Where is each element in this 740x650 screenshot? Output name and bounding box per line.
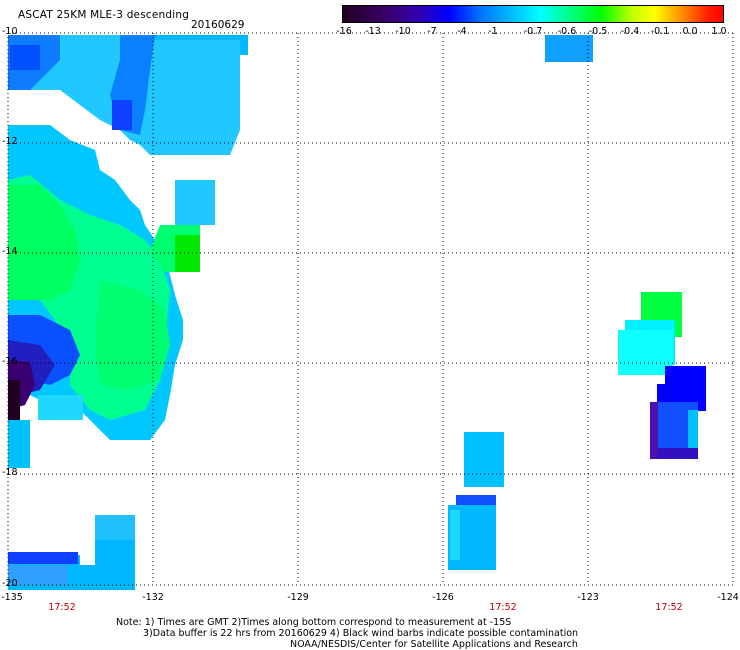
lon-label-126: -126 [432, 592, 454, 603]
colorbar-label-8: -0.5 [588, 26, 608, 37]
note-line-1: Note: 1) Times are GMT 2)Times along bot… [116, 617, 512, 628]
colorbar-label-1: -13 [365, 26, 381, 37]
note-line-2: 3)Data buffer is 22 hrs from 20160629 4)… [143, 628, 579, 639]
time-label-east: 17:52 [655, 602, 683, 613]
swath-central [448, 432, 504, 570]
colorbar-label-9: -0.4 [620, 26, 640, 37]
swath-top [545, 35, 593, 62]
lon-label-132: -132 [142, 592, 164, 603]
lat-label-10: -10 [2, 26, 18, 37]
time-label-west: 17:52 [48, 602, 76, 613]
colorbar-label-7: -0.6 [557, 26, 577, 37]
lat-label-12: -12 [2, 136, 18, 147]
swath-east [618, 292, 706, 459]
lat-label-16: -16 [2, 356, 18, 367]
colorbar-label-3: -7 [427, 26, 437, 37]
time-label-central: 17:52 [489, 602, 517, 613]
lon-label-135: -135 [1, 592, 23, 603]
colorbar-label-5: -1 [488, 26, 498, 37]
colorbar-label-4: -4 [457, 26, 467, 37]
colorbar-label-6: -0.7 [523, 26, 543, 37]
lon-gridlines [7, 33, 734, 585]
note-line-3: NOAA/NESDIS/Center for Satellite Applica… [290, 639, 578, 650]
colorbar [342, 5, 724, 23]
lat-label-14: -14 [2, 246, 18, 257]
colorbar-label-12: 1.0 [711, 26, 727, 37]
swath-west [8, 35, 248, 590]
lon-label-123: -123 [577, 592, 599, 603]
colorbar-label-11: 0.0 [682, 26, 698, 37]
colorbar-label-0: -16 [336, 26, 352, 37]
lon-label-129: -129 [287, 592, 309, 603]
lat-label-18: -18 [2, 467, 18, 478]
colorbar-label-2: -10 [395, 26, 411, 37]
map-title: ASCAT 25KM MLE-3 descending [18, 9, 190, 21]
colorbar-gradient [343, 6, 723, 22]
lon-label-124: -124 [717, 592, 739, 603]
map-date: 20160629 [191, 19, 245, 31]
lat-label-20: -20 [2, 578, 18, 589]
colorbar-label-10: -0.1 [650, 26, 670, 37]
